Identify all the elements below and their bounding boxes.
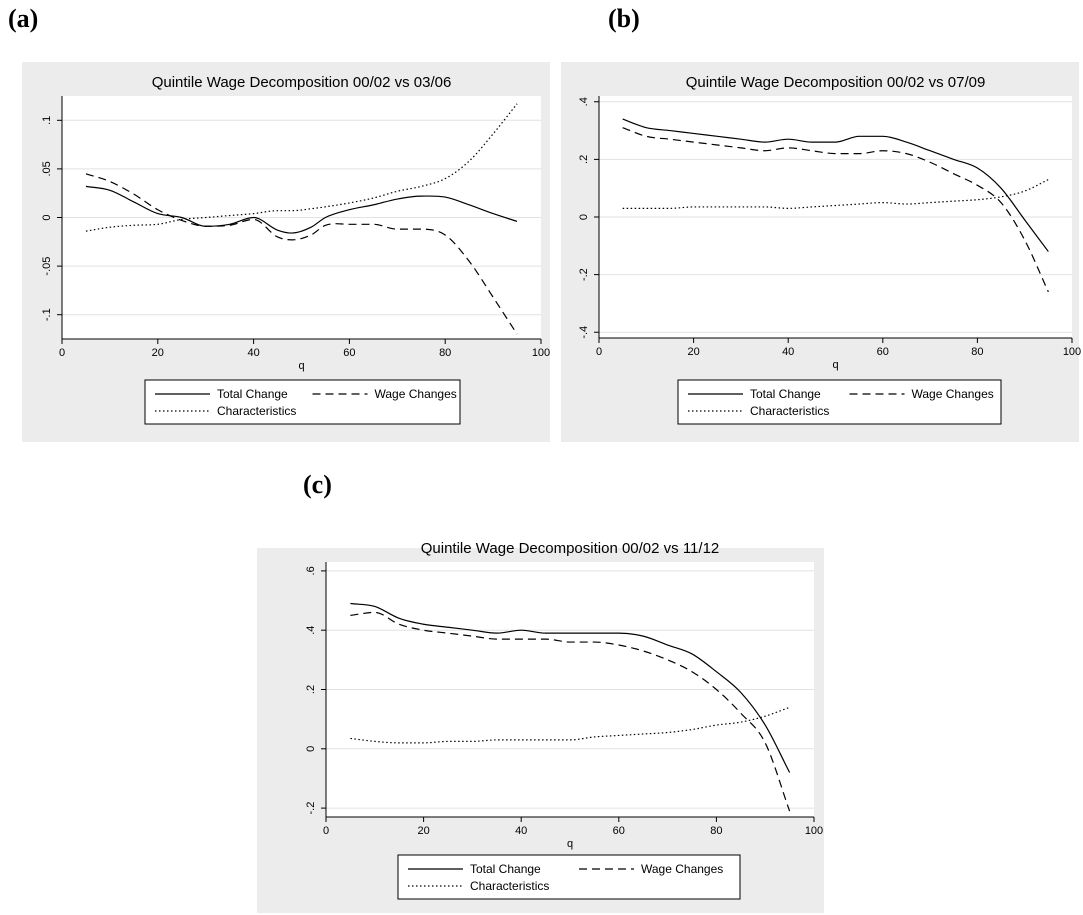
x-tick-label: 80 [439, 347, 451, 359]
series-line-wage-changes [622, 127, 1049, 293]
legend-box [677, 379, 1002, 425]
panel-label-a: (a) [8, 4, 39, 33]
legend-label: Characteristics [750, 404, 829, 418]
series-line-characteristics [85, 103, 518, 232]
x-tick-label: 80 [971, 346, 983, 358]
y-tick-label: -.2 [305, 802, 317, 815]
y-tick-label: .2 [305, 685, 317, 694]
legend-box [144, 379, 461, 425]
x-tick-label: 0 [59, 347, 65, 359]
x-tick-label: 0 [323, 825, 329, 837]
y-tick-label: .4 [578, 97, 590, 106]
legend-label: Wage Changes [641, 862, 723, 876]
y-tick-label: -.4 [578, 326, 590, 339]
series-line-characteristics [350, 706, 790, 744]
legend: Total Change Wage Changes Characteristics [144, 379, 461, 425]
series-line-total-change [85, 185, 518, 234]
legend: Total Change Wage Changes Characteristics [397, 854, 741, 900]
series-line-total-change [622, 118, 1049, 252]
legend-label: Wage Changes [912, 387, 994, 401]
x-tick-label: 40 [782, 346, 794, 358]
y-tick-label: 0 [578, 214, 590, 220]
x-axis-label: q [567, 838, 573, 850]
series-line-characteristics [622, 179, 1049, 209]
panel-label-b: (b) [608, 4, 640, 33]
y-tick-label: -.2 [578, 268, 590, 281]
legend-label: Total Change [217, 387, 288, 401]
x-axis-label: q [298, 360, 304, 372]
panel-label-c: (c) [303, 470, 332, 499]
legend-label: Total Change [750, 387, 821, 401]
legend-label: Total Change [470, 862, 541, 876]
series-line-wage-changes [85, 173, 518, 335]
series-line-wage-changes [350, 611, 791, 812]
x-tick-label: 20 [152, 347, 164, 359]
x-tick-label: 60 [343, 347, 355, 359]
x-axis-label: q [832, 359, 838, 371]
y-tick-label: .2 [578, 155, 590, 164]
chart-panel-3: Quintile Wage Decomposition 00/02 vs 11/… [257, 540, 824, 913]
legend-label: Characteristics [217, 404, 296, 418]
chart-panel-2: Quintile Wage Decomposition 00/02 vs 07/… [561, 62, 1081, 442]
legend: Total Change Wage Changes Characteristics [677, 379, 1002, 425]
x-tick-label: 100 [532, 347, 550, 359]
y-tick-label: -.1 [41, 308, 53, 321]
x-tick-label: 100 [805, 825, 823, 837]
chart-title: Quintile Wage Decomposition 00/02 vs 03/… [152, 74, 452, 91]
x-tick-label: 20 [687, 346, 699, 358]
x-tick-label: 100 [1063, 346, 1081, 358]
legend-box [397, 854, 741, 900]
y-tick-label: .05 [41, 161, 53, 176]
chart-title: Quintile Wage Decomposition 00/02 vs 11/… [421, 540, 720, 557]
x-tick-label: 60 [613, 825, 625, 837]
legend-label: Characteristics [470, 879, 549, 893]
x-tick-label: 40 [515, 825, 527, 837]
y-tick-label: .1 [41, 116, 53, 125]
y-tick-label: .6 [305, 566, 317, 575]
y-tick-label: 0 [305, 746, 317, 752]
x-tick-label: 0 [596, 346, 602, 358]
x-tick-label: 20 [417, 825, 429, 837]
x-tick-label: 60 [877, 346, 889, 358]
legend-label: Wage Changes [375, 387, 457, 401]
chart-title: Quintile Wage Decomposition 00/02 vs 07/… [686, 74, 986, 91]
y-tick-label: -.05 [41, 257, 53, 276]
x-tick-label: 40 [247, 347, 259, 359]
chart-panel-1: Quintile Wage Decomposition 00/02 vs 03/… [22, 62, 550, 442]
y-tick-label: .4 [305, 626, 317, 635]
series-line-total-change [350, 602, 791, 773]
y-tick-label: 0 [41, 214, 53, 220]
x-tick-label: 80 [710, 825, 722, 837]
